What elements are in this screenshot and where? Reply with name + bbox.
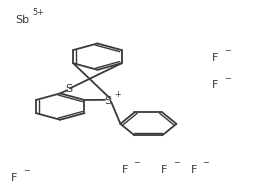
- Text: −: −: [224, 46, 231, 55]
- Text: S: S: [65, 84, 72, 94]
- Text: Sb: Sb: [15, 15, 29, 25]
- Text: F: F: [212, 53, 219, 63]
- Text: F: F: [11, 173, 18, 183]
- Text: F: F: [212, 80, 219, 90]
- Text: −: −: [224, 74, 231, 83]
- Text: F: F: [122, 165, 128, 175]
- Text: F: F: [190, 165, 197, 175]
- Text: +: +: [114, 90, 120, 99]
- Text: −: −: [134, 158, 140, 167]
- Text: S: S: [104, 96, 111, 106]
- Text: −: −: [202, 158, 209, 167]
- Text: F: F: [161, 165, 167, 175]
- Text: −: −: [173, 158, 179, 167]
- Text: −: −: [23, 166, 30, 175]
- Text: 5+: 5+: [32, 8, 44, 17]
